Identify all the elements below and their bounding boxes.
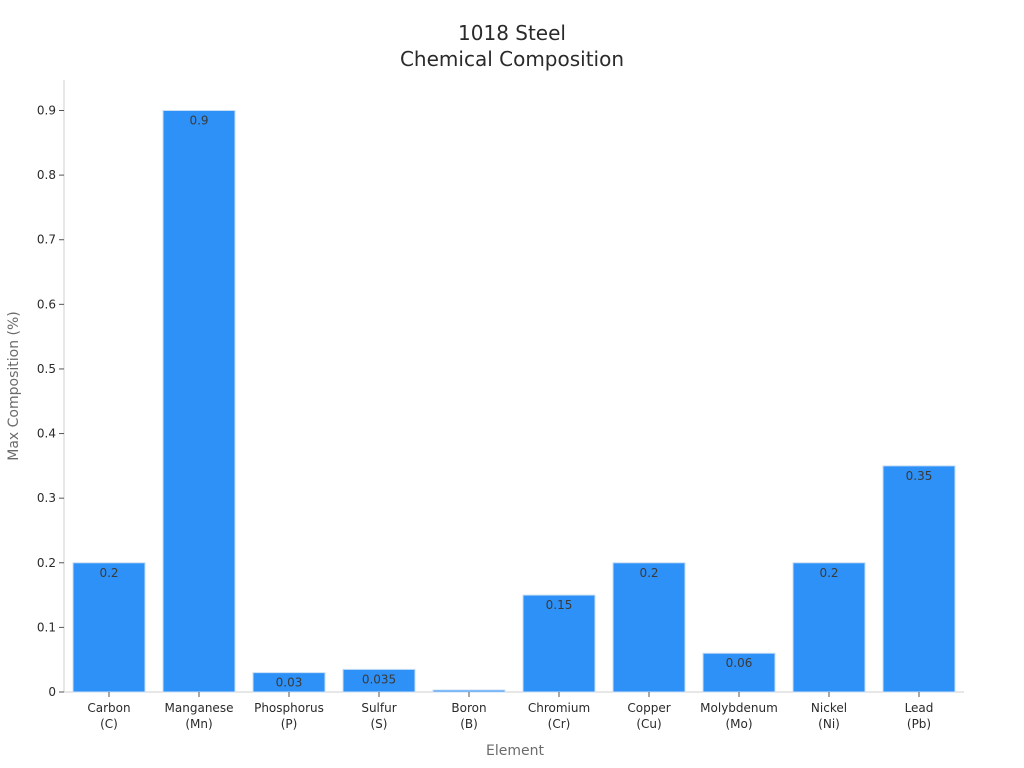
- x-tick-label-symbol: (Pb): [907, 717, 931, 731]
- bar: [882, 465, 956, 693]
- x-tick-label-name: Lead: [905, 701, 934, 715]
- bar: [612, 562, 686, 693]
- y-tick-label: 0.2: [37, 556, 56, 570]
- x-tick-label-symbol: (Ni): [818, 717, 840, 731]
- x-tick-label-name: Nickel: [811, 701, 847, 715]
- chart-title-line-1: 1018 Steel: [458, 21, 566, 45]
- bar: [162, 110, 236, 693]
- y-tick-label: 0: [48, 685, 56, 699]
- y-tick-label: 0.5: [37, 362, 56, 376]
- x-tick-label-name: Sulfur: [361, 701, 396, 715]
- x-tick-label-name: Carbon: [87, 701, 130, 715]
- y-tick-label: 0.1: [37, 620, 56, 634]
- y-axis-title: Max Composition (%): [6, 311, 22, 461]
- bar: [72, 562, 146, 693]
- x-tick-label-name: Phosphorus: [254, 701, 324, 715]
- x-axis-title: Element: [486, 743, 544, 759]
- y-tick-label: 0.3: [37, 491, 56, 505]
- bar-value-label: 0.15: [546, 598, 573, 612]
- x-tick-label-symbol: (P): [281, 717, 298, 731]
- chart-title-line-2: Chemical Composition: [400, 47, 624, 71]
- x-tick-label-name: Boron: [451, 701, 486, 715]
- bar-value-label: 0.2: [99, 566, 118, 580]
- bar-value-label: 0.9: [189, 114, 208, 128]
- x-tick-label-name: Chromium: [528, 701, 590, 715]
- bar-value-label: 0.035: [362, 672, 396, 686]
- x-tick-label-symbol: (Mn): [185, 717, 212, 731]
- bar: [432, 689, 506, 693]
- chart-title: 1018 Steel Chemical Composition: [400, 21, 624, 71]
- y-tick-label: 0.4: [37, 427, 56, 441]
- y-tick-label: 0.9: [37, 104, 56, 118]
- x-tick-label-name: Molybdenum: [700, 701, 778, 715]
- bar: [522, 594, 596, 693]
- x-tick-label-symbol: (Cr): [548, 717, 571, 731]
- bar-value-label: 0.2: [819, 566, 838, 580]
- y-tick-label: 0.6: [37, 297, 56, 311]
- bar: [792, 562, 866, 693]
- x-tick-label-symbol: (S): [371, 717, 388, 731]
- x-tick-label-name: Copper: [627, 701, 670, 715]
- x-tick-label-symbol: (B): [460, 717, 478, 731]
- bar-value-label: 0.35: [906, 469, 933, 483]
- bar-value-label: 0.03: [276, 676, 303, 690]
- bar-value-label: 0.06: [726, 656, 753, 670]
- x-tick-label-symbol: (Mo): [725, 717, 752, 731]
- plot-area: 0 0.1 0.2 0.3 0.4 0.5 0.6 0.7 0.8 0.9 0.2 Carbon (C)…: [37, 80, 964, 731]
- x-tick-label-name: Manganese: [165, 701, 234, 715]
- y-tick-label: 0.7: [37, 233, 56, 247]
- bar-value-label: 0.2: [639, 566, 658, 580]
- x-tick-label-symbol: (C): [100, 717, 118, 731]
- y-tick-label: 0.8: [37, 168, 56, 182]
- x-tick-label-symbol: (Cu): [636, 717, 661, 731]
